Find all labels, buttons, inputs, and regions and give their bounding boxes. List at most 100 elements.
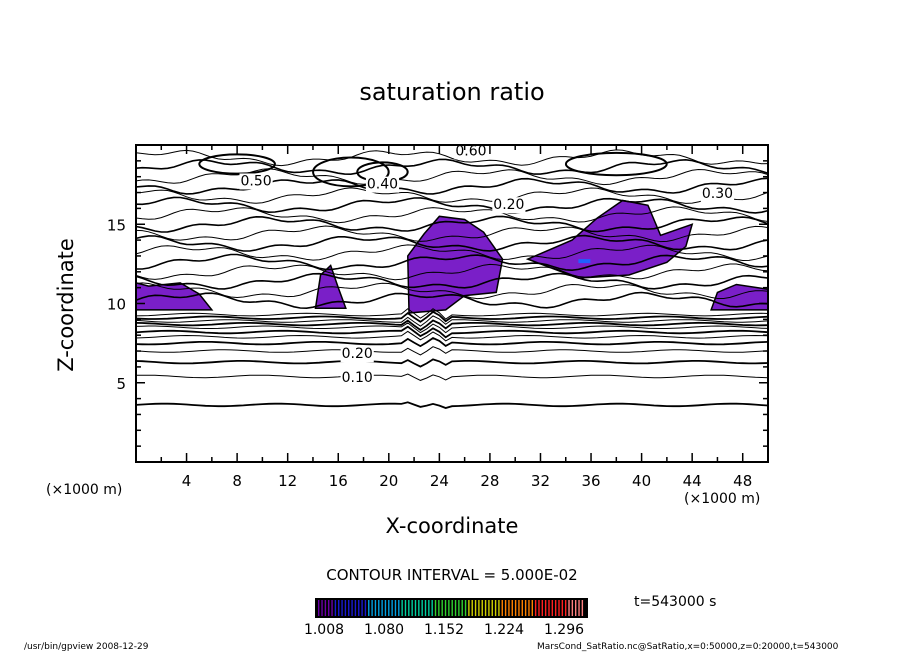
colorbar-cell: [388, 600, 390, 616]
contour-label-bg: [340, 346, 374, 363]
colorbar-cell: [451, 600, 453, 616]
colorbar-cell: [434, 600, 437, 616]
y-tick-label: 5: [116, 375, 126, 393]
colorbar-cell: [358, 600, 360, 616]
contour-interval-label: CONTOUR INTERVAL = 5.000E-02: [326, 566, 578, 584]
contour-label: 0.20: [493, 197, 524, 213]
colorbar-tick-label: 1.296: [543, 622, 585, 638]
contour-line: [135, 308, 769, 320]
contour-label-bg: [454, 143, 488, 160]
colorbar-tick-label: 1.152: [423, 622, 465, 638]
colorbar-tick-label: 1.008: [303, 622, 345, 638]
colorbar-cell: [321, 600, 323, 616]
y-axis-label: Z-coordinate: [54, 238, 78, 372]
colorbar-cell: [558, 600, 560, 616]
colorbar-cell: [578, 600, 580, 616]
colorbar-cell: [511, 600, 513, 616]
colorbar-cell: [381, 600, 383, 616]
x-tick-label: 8: [232, 472, 242, 490]
x-axis-label: X-coordinate: [385, 514, 519, 538]
colorbar-cell: [408, 600, 410, 616]
x-tick-label: 24: [430, 472, 449, 490]
colorbar-cell: [494, 600, 497, 616]
colorbar-cell: [488, 600, 490, 616]
colorbar-cell: [374, 600, 377, 616]
contour-label: 0.60: [455, 143, 486, 159]
colorbar-cell: [528, 600, 530, 616]
contour-line: [136, 253, 769, 272]
y-tick-label: 15: [107, 216, 126, 234]
contour-label: 0.10: [342, 370, 373, 386]
colorbar-cell: [491, 600, 493, 616]
contour-line: [135, 234, 769, 252]
contour-line: [135, 168, 769, 186]
colorbar-cell: [514, 600, 517, 616]
contour-closed: [312, 156, 390, 188]
contour-line: [135, 215, 769, 233]
colorbar-cell: [574, 600, 577, 616]
colorbar-cell: [504, 600, 507, 616]
x-tick-label: 32: [531, 472, 550, 490]
colorbar-cell: [551, 600, 554, 616]
contour-line: [135, 401, 769, 409]
colorbar-cell: [568, 600, 570, 616]
contour-label: 0.20: [342, 346, 373, 362]
colorbar-cell: [458, 600, 460, 616]
colorbar-cell: [354, 600, 357, 616]
colorbar-cell: [398, 600, 400, 616]
colorbar-cell: [418, 600, 420, 616]
contour-label-bg: [700, 186, 735, 203]
colorbar-cell: [471, 600, 473, 616]
colorbar-cell: [461, 600, 463, 616]
colorbar-cell: [361, 600, 363, 616]
time-label: t=543000 s: [634, 594, 717, 610]
colorbar-cell: [561, 600, 564, 616]
colorbar-cell: [468, 600, 470, 616]
colorbar-cell: [324, 600, 327, 616]
colorbar-cell: [531, 600, 533, 616]
colorbar-cell: [348, 600, 350, 616]
colorbar-cell: [318, 600, 320, 616]
colorbar-cell: [331, 600, 333, 616]
contour-line: [135, 322, 769, 334]
x-tick-label: 28: [480, 472, 499, 490]
x-tick-label: 4: [182, 472, 192, 490]
colorbar-cell: [554, 600, 557, 616]
contour-line: [135, 149, 769, 167]
y-axis-unit: (×1000 m): [46, 482, 123, 498]
colorbar-tick-label: 1.080: [363, 622, 405, 638]
colorbar-cell: [411, 600, 413, 616]
colorbar-cell: [478, 600, 480, 616]
contour-closed: [198, 153, 276, 175]
colorbar-cell: [541, 600, 544, 616]
x-tick-label: 20: [379, 472, 398, 490]
colorbar-tick-label: 1.224: [483, 622, 525, 638]
x-tick-label: 36: [581, 472, 600, 490]
contour-label: 0.40: [367, 177, 398, 193]
contour-line: [135, 291, 769, 310]
contour-line: [135, 325, 769, 339]
colorbar-cell: [448, 600, 450, 616]
colorbar-cell: [404, 600, 407, 616]
contour-line: [135, 315, 769, 327]
colorbar-cell: [441, 600, 443, 616]
colorbar-cell: [401, 600, 403, 616]
footer-right: MarsCond_SatRatio.nc@SatRatio,x=0:50000,…: [537, 642, 839, 652]
contour-label-bg: [492, 197, 526, 214]
colorbar-cell: [548, 600, 550, 616]
colorbar-cell: [524, 600, 527, 616]
colorbar-cell: [464, 600, 467, 616]
footer-left: /usr/bin/gpview 2008-12-29: [24, 642, 149, 652]
colorbar-cell: [498, 600, 500, 616]
contour-line: [135, 272, 769, 290]
colorbar-cell: [414, 600, 417, 616]
contour-label-bg: [239, 173, 273, 190]
colorbar-cell: [444, 600, 447, 616]
contour-line: [135, 244, 769, 262]
x-tick-label: 48: [733, 472, 752, 490]
colorbar-cell: [421, 600, 423, 616]
contour-line: [135, 177, 769, 195]
colorbar-cell: [518, 600, 520, 616]
colorbar-cell: [544, 600, 547, 616]
